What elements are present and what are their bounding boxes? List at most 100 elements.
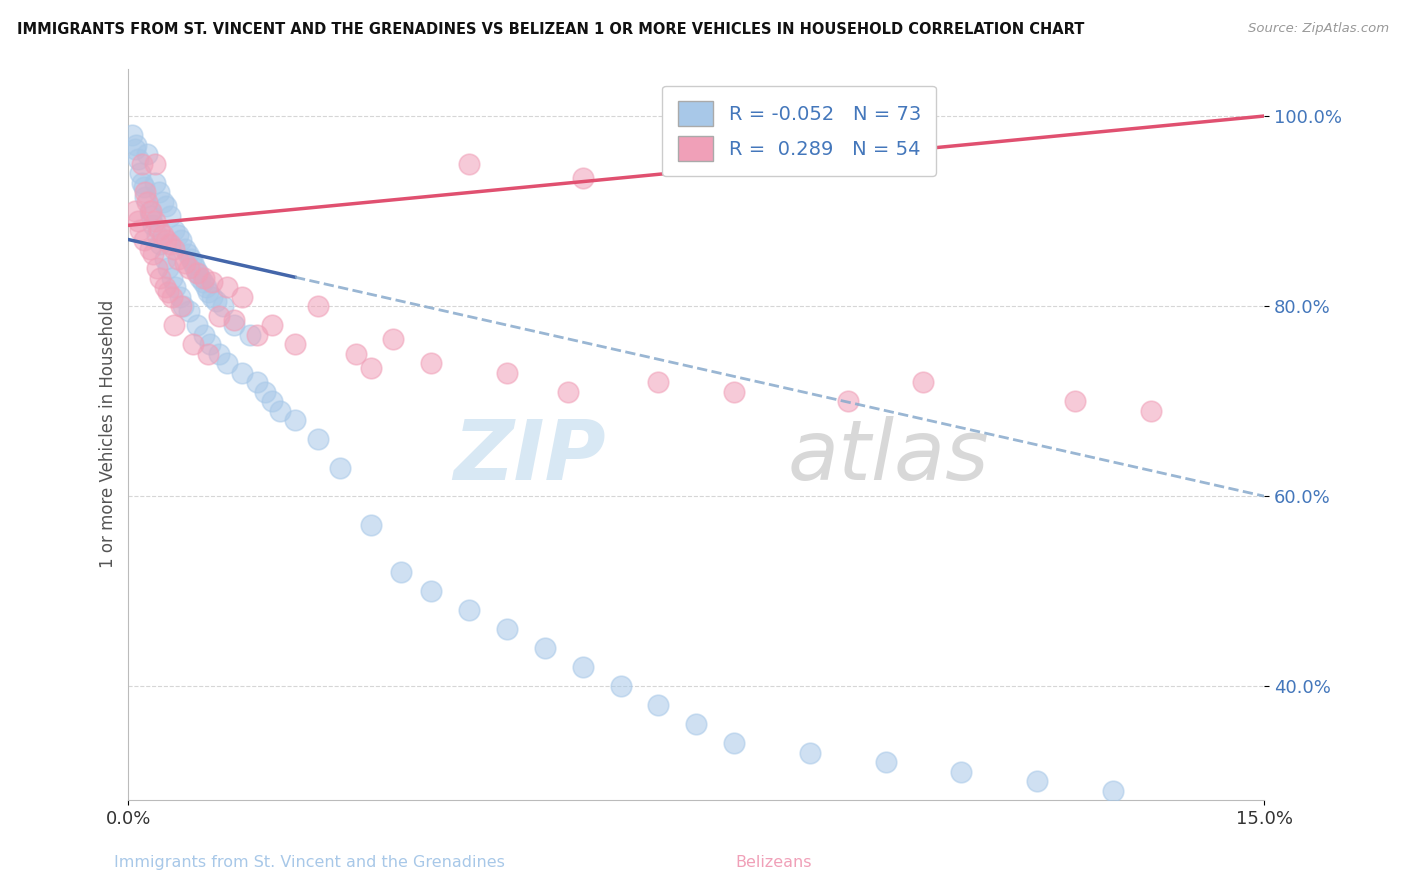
Point [174, 256, 197, 270]
Point [163, 242, 186, 256]
Point [307, 299, 329, 313]
Text: ZIP: ZIP [453, 416, 606, 497]
Point [186, 266, 208, 280]
Point [194, 280, 217, 294]
Point [141, 209, 163, 223]
Point [146, 227, 169, 242]
Point [163, 318, 186, 332]
Point [128, 223, 150, 237]
Point [215, 280, 238, 294]
Point [571, 170, 593, 185]
Point [224, 318, 246, 332]
Point [269, 403, 291, 417]
Point [950, 764, 973, 779]
Point [180, 252, 202, 266]
Point [132, 180, 155, 194]
Point [382, 332, 405, 346]
Point [166, 252, 188, 266]
Point [647, 698, 669, 713]
Point [201, 276, 224, 290]
Point [177, 261, 200, 276]
Point [174, 242, 197, 256]
Point [148, 223, 170, 237]
Point [1101, 783, 1123, 797]
Point [262, 318, 284, 332]
Point [155, 199, 177, 213]
Point [1139, 403, 1161, 417]
Point [208, 346, 231, 360]
Point [128, 166, 150, 180]
Point [685, 717, 707, 731]
Point [153, 252, 176, 266]
Point [136, 147, 159, 161]
Y-axis label: 1 or more Vehicles in Household: 1 or more Vehicles in Household [100, 301, 117, 568]
Point [148, 185, 170, 199]
Point [170, 299, 193, 313]
Point [201, 289, 224, 303]
Point [181, 337, 204, 351]
Point [837, 394, 859, 409]
Point [723, 384, 745, 399]
Point [177, 303, 200, 318]
Point [912, 375, 935, 389]
Point [146, 261, 169, 276]
Text: IMMIGRANTS FROM ST. VINCENT AND THE GRENADINES VS BELIZEAN 1 OR MORE VEHICLES IN: IMMIGRANTS FROM ST. VINCENT AND THE GREN… [17, 22, 1084, 37]
Point [204, 294, 226, 309]
Point [212, 299, 235, 313]
Point [143, 176, 166, 190]
Point [184, 261, 207, 276]
Point [124, 204, 146, 219]
Point [134, 190, 156, 204]
Point [156, 285, 179, 299]
Point [170, 233, 193, 247]
Point [186, 318, 208, 332]
Point [875, 755, 897, 769]
Point [799, 746, 821, 760]
Point [197, 346, 219, 360]
Point [284, 337, 307, 351]
Point [149, 237, 172, 252]
Point [191, 276, 214, 290]
Point [231, 289, 253, 303]
Point [420, 356, 443, 370]
Legend: R = -0.052   N = 73, R =  0.289   N = 54: R = -0.052 N = 73, R = 0.289 N = 54 [662, 86, 936, 177]
Point [284, 413, 307, 427]
Point [152, 227, 174, 242]
Point [344, 346, 367, 360]
Point [138, 242, 160, 256]
Point [246, 375, 269, 389]
Point [389, 565, 412, 579]
Point [253, 384, 276, 399]
Point [262, 394, 284, 409]
Point [208, 309, 231, 323]
Point [307, 432, 329, 446]
Point [571, 660, 593, 674]
Point [239, 327, 262, 342]
Point [165, 280, 187, 294]
Point [159, 209, 181, 223]
Point [155, 233, 177, 247]
Point [176, 247, 198, 261]
Point [125, 137, 148, 152]
Point [149, 270, 172, 285]
Point [142, 219, 165, 233]
Point [153, 280, 176, 294]
Point [458, 156, 481, 170]
Point [329, 460, 352, 475]
Point [163, 223, 186, 237]
Point [534, 641, 557, 656]
Point [420, 584, 443, 599]
Point [159, 237, 181, 252]
Point [458, 603, 481, 617]
Point [197, 285, 219, 299]
Point [143, 213, 166, 227]
Point [360, 360, 382, 375]
Point [131, 176, 153, 190]
Point [142, 247, 165, 261]
Text: Immigrants from St. Vincent and the Grenadines: Immigrants from St. Vincent and the Gren… [114, 855, 505, 870]
Point [127, 152, 149, 166]
Point [557, 384, 579, 399]
Text: atlas: atlas [787, 416, 988, 497]
Point [496, 622, 519, 636]
Point [134, 185, 156, 199]
